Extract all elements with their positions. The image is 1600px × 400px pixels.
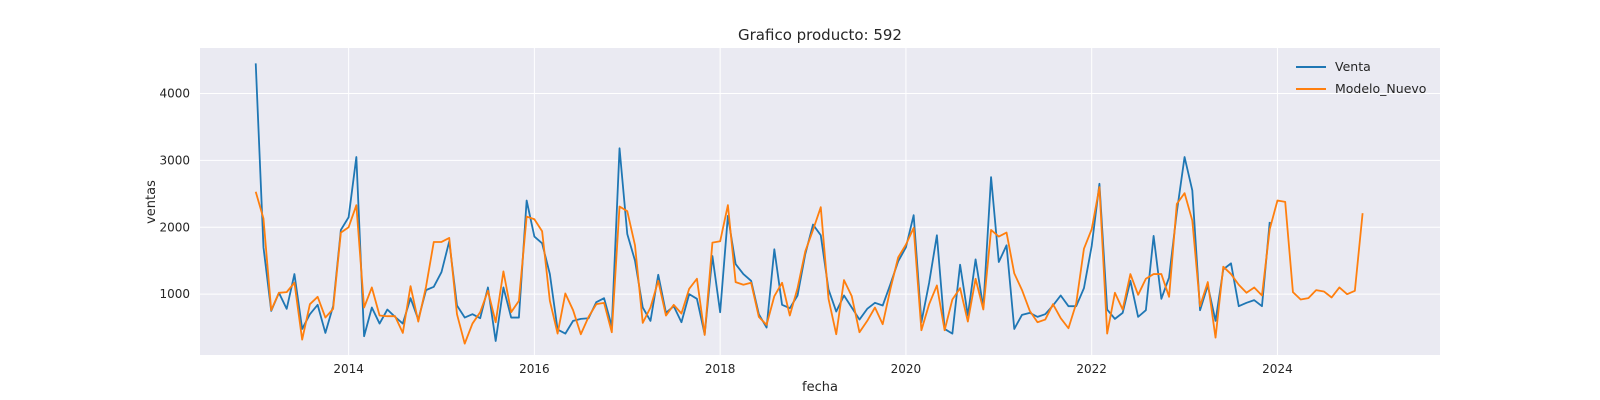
x-tick-label: 2024 bbox=[1262, 362, 1293, 376]
y-tick-label: 3000 bbox=[159, 153, 190, 167]
plot-area bbox=[200, 48, 1440, 355]
y-tick-label: 2000 bbox=[159, 220, 190, 234]
series-lines bbox=[254, 63, 1364, 345]
y-axis-ticks: 1000 2000 3000 4000 bbox=[159, 86, 190, 301]
legend-label-modelo-nuevo: Modelo_Nuevo bbox=[1335, 81, 1426, 96]
x-tick-label: 2020 bbox=[891, 362, 922, 376]
legend-label-venta: Venta bbox=[1335, 59, 1371, 74]
y-axis-label: ventas bbox=[144, 180, 159, 224]
x-tick-label: 2016 bbox=[519, 362, 550, 376]
legend: Venta Modelo_Nuevo bbox=[1296, 59, 1426, 96]
y-tick-label: 1000 bbox=[159, 287, 190, 301]
chart-title: Grafico producto: 592 bbox=[738, 26, 902, 44]
series-line-modelo-nuevo bbox=[254, 186, 1364, 345]
x-axis-label: fecha bbox=[802, 380, 838, 395]
x-axis-ticks: 2014 2016 2018 2020 2022 2024 bbox=[333, 362, 1292, 376]
y-tick-label: 4000 bbox=[159, 86, 190, 100]
x-tick-label: 2018 bbox=[705, 362, 736, 376]
gridlines bbox=[200, 48, 1440, 355]
x-tick-label: 2022 bbox=[1076, 362, 1107, 376]
x-tick-label: 2014 bbox=[333, 362, 364, 376]
